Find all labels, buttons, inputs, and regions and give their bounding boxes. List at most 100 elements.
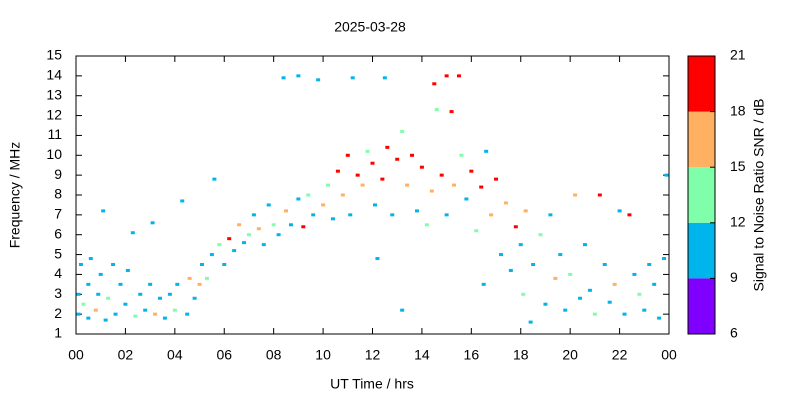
point [123,302,128,306]
point [138,292,143,296]
point [232,249,237,253]
point [311,213,316,217]
point [587,288,592,292]
point [617,209,622,213]
colorbar-tick-label: 6 [730,325,738,341]
point [498,253,503,257]
point [637,292,642,296]
colorbar-label: Signal to Noise Ratio SNR / dB [751,99,767,292]
point [296,74,301,78]
point [261,243,266,247]
point [531,263,536,266]
x-tick-label: 00 [661,347,677,363]
point [172,308,177,312]
point [167,292,172,296]
x-tick-label: 18 [513,347,529,363]
point [365,149,370,153]
point [355,173,360,177]
point [175,282,180,286]
x-tick-label: 20 [562,347,578,363]
point [518,243,523,247]
point [237,223,242,227]
colorbar-tick-label: 15 [730,158,746,174]
y-tick-label: 2 [54,305,62,321]
point [414,209,419,213]
point [256,227,261,231]
y-tick-label: 10 [46,146,62,162]
point [242,241,247,245]
point [627,213,632,217]
y-tick-label: 9 [54,166,62,182]
point [489,213,494,217]
point [118,282,123,286]
x-tick-label: 12 [365,347,381,363]
point [111,263,116,266]
point [582,243,587,247]
x-tick-label: 16 [464,347,480,363]
point [330,217,335,221]
point [200,263,205,266]
point [101,209,106,213]
point [284,209,289,213]
point [449,110,454,114]
point [444,213,449,217]
point [508,268,513,272]
y-tick-label: 15 [46,47,62,63]
point [424,223,429,227]
point [568,272,573,276]
point [345,153,350,157]
point [513,225,518,229]
colorbar-band [688,222,715,279]
point [350,76,355,80]
y-tick-label: 5 [54,245,62,261]
x-tick-label: 22 [612,347,628,363]
point [316,78,321,82]
point [125,268,130,272]
point [553,276,558,280]
point [494,177,499,181]
point [632,272,637,276]
point [657,316,662,320]
point [130,231,135,235]
y-tick-label: 13 [46,86,62,102]
point [212,177,217,181]
point [563,308,568,312]
point [93,308,98,312]
y-axis-label: Frequency / MHz [7,142,23,249]
point [204,276,209,280]
point [484,149,489,153]
point [642,308,647,312]
point [148,282,153,286]
point [523,209,528,213]
point [276,233,281,237]
point [227,237,232,241]
point [326,183,331,187]
colorbar-tick-label: 21 [730,47,746,63]
x-tick-label: 08 [266,347,282,363]
colorbar-band [688,56,715,112]
point [288,223,293,227]
point [86,316,91,320]
point [88,257,93,261]
point [481,282,486,286]
point [348,213,353,217]
point [370,161,375,165]
point [185,312,190,316]
point [464,197,469,201]
point [444,74,449,78]
point [479,185,484,189]
point [360,183,365,187]
x-tick-label: 06 [216,347,232,363]
point [647,263,652,266]
y-tick-label: 14 [46,67,62,83]
x-tick-label: 14 [414,347,430,363]
point [390,213,395,217]
point [192,296,197,300]
y-tick-label: 3 [54,285,62,301]
point [548,213,553,217]
point [622,312,627,316]
point [340,193,345,197]
colorbar-band [688,111,715,168]
point [607,300,612,304]
